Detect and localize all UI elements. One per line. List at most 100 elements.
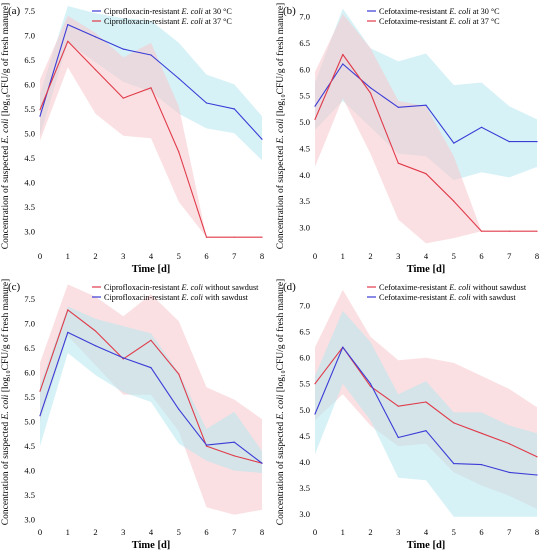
chart-panel-4: 3.0 3.5 4.0 4.5 5.0 5.5 6.0 6.5 7.0 0 1 2 3 4 5 6 7 8 Time… bbox=[275, 279, 539, 551]
data-point bbox=[369, 92, 372, 94]
y-tick-label: 4.0 bbox=[299, 457, 310, 467]
y-axis-title: Concentration of suspected E. coli [log₁… bbox=[0, 3, 11, 249]
x-axis-title: Time [d] bbox=[407, 264, 446, 275]
x-tick-label: 8 bbox=[260, 527, 264, 537]
y-tick-label: 5.0 bbox=[299, 117, 310, 127]
panel-label: (a) bbox=[8, 5, 21, 17]
y-tick-label: 3.5 bbox=[299, 483, 310, 493]
x-tick-label: 4 bbox=[149, 527, 154, 537]
data-point bbox=[425, 401, 427, 403]
y-tick-label: 6.5 bbox=[299, 38, 310, 48]
data-point bbox=[94, 330, 97, 332]
x-tick-label: 8 bbox=[260, 251, 264, 261]
data-point bbox=[508, 230, 510, 232]
data-point bbox=[508, 443, 510, 445]
y-tick-label: 3.5 bbox=[24, 490, 35, 500]
data-point bbox=[397, 436, 399, 439]
y-tick-label: 7.0 bbox=[24, 319, 35, 329]
legend-label: Ciprofloxacin-resistant E. coli at 30 °C bbox=[104, 7, 232, 16]
y-tick-label: 7.0 bbox=[299, 300, 310, 310]
x-tick-label: 1 bbox=[341, 527, 345, 537]
x-tick-label: 1 bbox=[66, 527, 70, 537]
y-tick-label: 7.0 bbox=[24, 30, 35, 40]
data-point bbox=[233, 236, 235, 238]
y-tick-label: 3.0 bbox=[299, 223, 310, 233]
y-tick-label: 5.0 bbox=[24, 128, 35, 138]
panel-label: (c) bbox=[8, 281, 21, 293]
x-tick-label: 5 bbox=[177, 251, 181, 261]
x-tick-label: 2 bbox=[93, 251, 97, 261]
data-point bbox=[94, 69, 97, 71]
data-point bbox=[39, 109, 41, 111]
x-tick-label: 4 bbox=[424, 251, 429, 261]
data-point bbox=[369, 385, 372, 387]
y-axis-title: Concentration of suspected E. coli [log₁… bbox=[0, 279, 11, 525]
data-point bbox=[178, 77, 180, 80]
data-point bbox=[480, 230, 483, 232]
x-tick-label: 0 bbox=[38, 251, 42, 261]
data-point bbox=[453, 422, 455, 424]
x-tick-label: 1 bbox=[341, 251, 345, 261]
data-point bbox=[150, 339, 152, 341]
y-axis-title: Concentration of suspected E. coli [log₁… bbox=[275, 279, 286, 525]
x-tick-label: 8 bbox=[535, 251, 539, 261]
x-tick-label: 5 bbox=[452, 251, 456, 261]
chart-panel-2: 3.0 3.5 4.0 4.5 5.0 5.5 6.0 6.5 7.0 0 1 2 3 4 5 6 7 8 Time… bbox=[275, 3, 539, 275]
data-point bbox=[342, 63, 344, 65]
data-point bbox=[205, 445, 208, 447]
x-tick-label: 7 bbox=[232, 251, 236, 261]
legend-label: Cefotaxime-resistant E. coli without saw… bbox=[379, 283, 527, 292]
legend-label: Cefotaxime-resistant E. coli at 37 °C bbox=[379, 17, 500, 26]
x-tick-label: 3 bbox=[396, 527, 400, 537]
y-tick-label: 5.0 bbox=[299, 405, 310, 415]
x-tick-label: 4 bbox=[149, 251, 154, 261]
y-tick-label: 5.5 bbox=[24, 392, 35, 402]
panel-label: (b) bbox=[283, 5, 296, 17]
data-point bbox=[67, 331, 69, 333]
data-point bbox=[314, 105, 316, 107]
data-point bbox=[314, 118, 316, 120]
x-tick-label: 0 bbox=[38, 527, 42, 537]
data-point bbox=[150, 367, 152, 369]
data-point bbox=[536, 141, 538, 143]
data-point bbox=[67, 309, 69, 311]
data-point bbox=[397, 405, 399, 407]
x-tick-label: 7 bbox=[507, 251, 511, 261]
y-tick-label: 6.0 bbox=[299, 353, 310, 363]
y-tick-label: 6.5 bbox=[24, 55, 35, 65]
confidence-band-2 bbox=[315, 310, 537, 517]
data-point bbox=[425, 430, 427, 432]
y-tick-label: 5.5 bbox=[299, 91, 310, 101]
data-point bbox=[150, 54, 152, 56]
data-point bbox=[205, 102, 208, 104]
y-tick-label: 7.5 bbox=[24, 6, 35, 16]
x-axis-title: Time [d] bbox=[132, 264, 171, 275]
x-tick-label: 3 bbox=[121, 251, 125, 261]
y-tick-label: 4.5 bbox=[24, 441, 35, 451]
data-point bbox=[314, 413, 316, 415]
x-tick-label: 3 bbox=[396, 251, 400, 261]
data-point bbox=[453, 463, 455, 465]
legend-label: Ciprofloxacin-resistant E. coli at 37 °C bbox=[104, 17, 232, 26]
y-tick-label: 5.0 bbox=[24, 417, 35, 427]
x-tick-label: 6 bbox=[204, 251, 208, 261]
y-tick-label: 4.0 bbox=[299, 170, 310, 180]
y-tick-label: 6.0 bbox=[24, 368, 35, 378]
x-tick-label: 2 bbox=[93, 527, 97, 537]
legend: Ciprofloxacin-resistant E. coli at 30 °C… bbox=[92, 7, 232, 26]
data-point bbox=[261, 462, 263, 464]
y-tick-label: 4.5 bbox=[299, 431, 310, 441]
data-point bbox=[94, 345, 97, 347]
data-point bbox=[178, 373, 180, 375]
chart-panel-1: 3.0 3.5 4.0 4.5 5.0 5.5 6.0 6.5 7.0 7.5 0 1 2 3 4 5 6 7 8 T… bbox=[0, 3, 264, 275]
legend: Ciprofloxacin-resistant E. coli without … bbox=[92, 283, 259, 302]
x-tick-label: 6 bbox=[479, 527, 483, 537]
legend-label: Ciprofloxacin-resistant E. coli without … bbox=[104, 283, 259, 292]
data-point bbox=[178, 151, 180, 153]
data-point bbox=[233, 108, 235, 110]
y-tick-label: 6.0 bbox=[24, 79, 35, 89]
data-point bbox=[369, 383, 372, 385]
data-point bbox=[178, 408, 180, 410]
x-tick-label: 3 bbox=[121, 527, 125, 537]
